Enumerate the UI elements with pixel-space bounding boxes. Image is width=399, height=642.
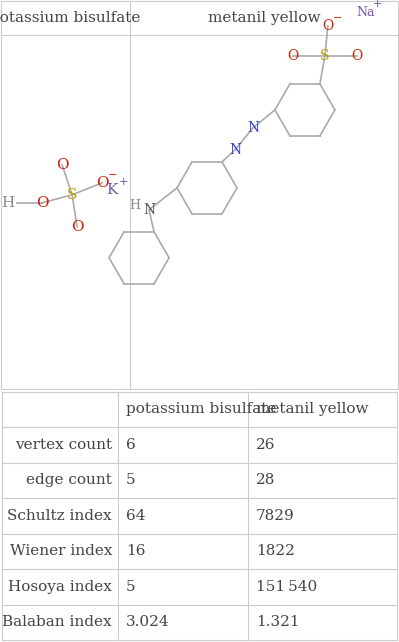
Text: 151 540: 151 540 [256,580,317,594]
Text: 28: 28 [256,473,275,487]
Text: Schultz index: Schultz index [7,509,112,523]
Text: potassium bisulfate: potassium bisulfate [126,403,277,417]
Text: 3.024: 3.024 [126,615,170,629]
Text: H: H [1,196,14,210]
Text: 6: 6 [126,438,136,452]
Text: Wiener index: Wiener index [10,544,112,559]
Text: K: K [107,183,118,197]
Text: metanil yellow: metanil yellow [256,403,369,417]
Text: O: O [351,49,363,63]
Text: 7829: 7829 [256,509,295,523]
Text: 26: 26 [256,438,275,452]
Text: O: O [287,49,298,63]
Text: O: O [96,176,109,190]
Text: O: O [322,19,334,33]
Text: edge count: edge count [26,473,112,487]
Text: O: O [36,196,48,210]
Text: 5: 5 [126,473,136,487]
Text: −: − [107,170,117,180]
Text: 1822: 1822 [256,544,295,559]
Text: S: S [320,49,330,63]
Text: O: O [71,220,83,234]
Text: S: S [67,188,77,202]
Text: Balaban index: Balaban index [2,615,112,629]
Text: Hosoya index: Hosoya index [8,580,112,594]
Text: 16: 16 [126,544,146,559]
Text: 64: 64 [126,509,146,523]
Text: 1.321: 1.321 [256,615,300,629]
Text: vertex count: vertex count [15,438,112,452]
Text: Na: Na [356,6,374,19]
Text: O: O [56,158,68,172]
Text: −: − [333,13,343,23]
Text: metanil yellow: metanil yellow [208,11,320,25]
Text: +: + [373,0,383,9]
Text: N: N [247,121,259,135]
Text: N: N [229,143,241,157]
Text: potassium bisulfate: potassium bisulfate [0,11,140,25]
Text: +: + [119,177,128,187]
Text: N: N [143,203,155,217]
Text: H: H [129,199,140,213]
Text: 5: 5 [126,580,136,594]
